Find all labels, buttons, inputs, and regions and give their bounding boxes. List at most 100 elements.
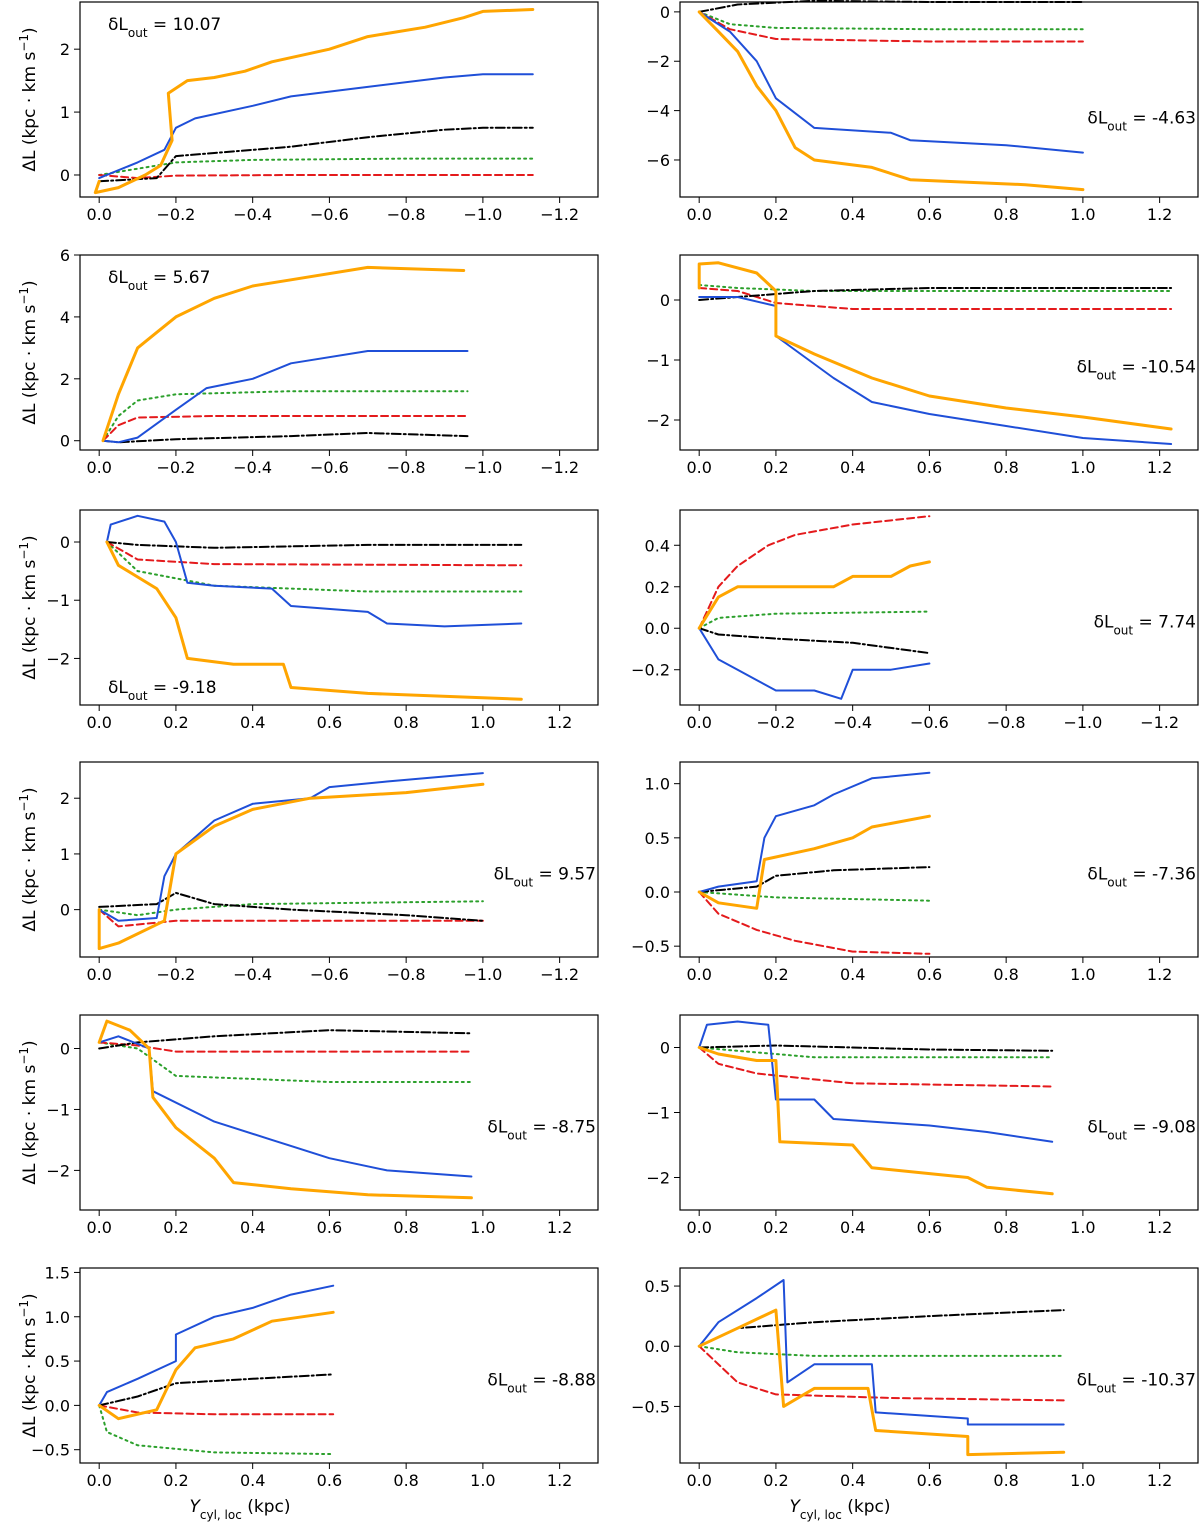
series-line-black: [102, 432, 469, 444]
y-tick-label: 0: [60, 1040, 70, 1059]
delta-l-out-annotation: δLout = 10.07: [108, 15, 221, 40]
y-tick-label: −0.5: [631, 1397, 670, 1416]
series-line-green: [102, 390, 469, 442]
series-line-blue: [698, 10, 1084, 154]
x-tick-label: 1.0: [470, 1218, 495, 1237]
x-tick-label: 0.0: [686, 1471, 711, 1490]
x-tick-label: −0.4: [233, 205, 272, 224]
series-line-black: [98, 1029, 473, 1050]
x-tick-label: 0.0: [86, 1218, 111, 1237]
y-tick-label: 1.0: [645, 775, 670, 794]
series-line-red: [102, 415, 469, 442]
x-tick-label: 0.8: [393, 1218, 418, 1237]
series-line-orange: [697, 1046, 1054, 1196]
y-axis-label: ΔL (kpc · km s−1): [17, 27, 40, 171]
x-tick-label: 0.0: [86, 1471, 111, 1490]
y-tick-label: −1: [46, 1100, 70, 1119]
series-group: [697, 515, 931, 700]
series-line-blue: [98, 772, 484, 922]
x-tick-label: 0.2: [763, 965, 788, 984]
series-line-red: [98, 908, 484, 928]
series-line-orange: [101, 265, 466, 443]
x-tick-label: −1.0: [463, 965, 502, 984]
x-tick-label: −0.2: [156, 965, 195, 984]
series-group: [105, 514, 523, 701]
series-line-orange: [697, 261, 1173, 431]
plot-frame: [679, 254, 1199, 451]
chart-panel-row3-left: 0.0 0.2 0.4 0.6 0.8 1.0 1.2 −2 −1 0 δLout = -9.18 Δ…: [17, 509, 599, 732]
x-tick-label: 1.2: [547, 1471, 572, 1490]
plot-frame: [79, 1014, 599, 1211]
series-line-black: [98, 126, 534, 183]
x-tick-label: 0.0: [86, 713, 111, 732]
plot-frame: [679, 509, 1199, 706]
x-tick-label: 0.2: [763, 458, 788, 477]
series-group: [697, 0, 1085, 192]
delta-l-out-annotation: δLout = 9.57: [494, 865, 596, 890]
x-tick-label: 0.0: [86, 205, 111, 224]
series-line-blue: [698, 296, 1173, 445]
series-line-green: [698, 1046, 1054, 1059]
x-tick-label: 0.0: [686, 205, 711, 224]
series-line-green: [698, 10, 1084, 31]
delta-l-out-annotation: δLout = -8.88: [487, 1371, 596, 1396]
plot-frame: [679, 1, 1199, 198]
x-tick-label: 0.8: [993, 1471, 1018, 1490]
x-tick-label: 1.2: [547, 713, 572, 732]
plot-frame: [679, 761, 1199, 958]
y-tick-label: −2: [46, 649, 70, 668]
chart-panel-row2-right: 0.0 0.2 0.4 0.6 0.8 1.0 1.2 −2 −1 0 δLout = -10.54: [646, 254, 1199, 477]
chart-panel-row6-left: 0.0 0.2 0.4 0.6 0.8 1.0 1.2 −0.5 0.0 0.5 1.0 1.5 δLo…: [17, 1263, 599, 1522]
x-tick-label: 0.0: [86, 458, 111, 477]
series-group: [101, 265, 469, 444]
x-tick-label: −0.8: [387, 205, 426, 224]
y-tick-label: −2: [646, 52, 670, 71]
series-line-red: [98, 174, 534, 180]
series-line-black: [698, 866, 931, 893]
delta-l-out-annotation: δLout = 5.67: [108, 268, 210, 293]
y-tick-label: 0: [660, 1039, 670, 1058]
chart-panel-row4-right: 0.0 0.2 0.4 0.6 0.8 1.0 1.2 −0.5 0.0 0.5 1.0 δLout …: [631, 761, 1199, 984]
chart-panel-row2-left: 0.0 −0.2 −0.4 −0.6 −0.8 −1.0 −1.2 0 2 4 6 δLout = 5…: [17, 246, 599, 477]
x-tick-label: 0.4: [240, 713, 265, 732]
series-line-orange: [93, 8, 535, 195]
plot-frame: [79, 1, 599, 198]
series-line-blue: [698, 1020, 1054, 1143]
y-tick-label: 6: [60, 246, 70, 265]
x-tick-label: 0.6: [917, 458, 942, 477]
series-line-red: [105, 541, 523, 567]
delta-l-out-annotation: δLout = -10.37: [1077, 1371, 1196, 1396]
series-line-blue: [102, 350, 469, 444]
x-tick-label: 0.4: [240, 1471, 265, 1490]
x-tick-label: 1.0: [1070, 1218, 1095, 1237]
x-tick-label: −0.8: [387, 458, 426, 477]
series-line-blue: [98, 1284, 335, 1407]
plot-frame: [679, 1014, 1199, 1211]
x-tick-label: −0.4: [233, 458, 272, 477]
delta-l-out-annotation: δLout = 7.74: [1094, 613, 1196, 638]
series-line-blue: [98, 1035, 473, 1178]
x-tick-label: 0.2: [763, 205, 788, 224]
series-line-red: [98, 1041, 473, 1053]
y-tick-label: 0: [60, 432, 70, 451]
series-line-green: [698, 891, 931, 902]
y-tick-label: −2: [46, 1161, 70, 1180]
y-tick-label: 0: [660, 291, 670, 310]
delta-l-out-annotation: δLout = -9.08: [1087, 1118, 1196, 1143]
x-tick-label: −0.8: [387, 965, 426, 984]
y-tick-label: 1.0: [45, 1308, 70, 1327]
x-tick-label: −0.2: [156, 205, 195, 224]
x-tick-label: 0.4: [240, 1218, 265, 1237]
x-tick-label: 0.4: [840, 458, 865, 477]
series-line-blue: [98, 73, 534, 180]
y-tick-label: 2: [60, 789, 70, 808]
series-line-orange: [97, 1019, 473, 1200]
y-axis-label: ΔL (kpc · km s−1): [17, 787, 40, 931]
x-tick-label: −0.4: [233, 965, 272, 984]
x-tick-label: −0.6: [310, 458, 349, 477]
series-line-orange: [105, 540, 523, 701]
x-axis-label: Ycyl, loc (kpc): [790, 1497, 891, 1522]
x-tick-label: 1.2: [1147, 965, 1172, 984]
y-tick-label: 1: [60, 845, 70, 864]
